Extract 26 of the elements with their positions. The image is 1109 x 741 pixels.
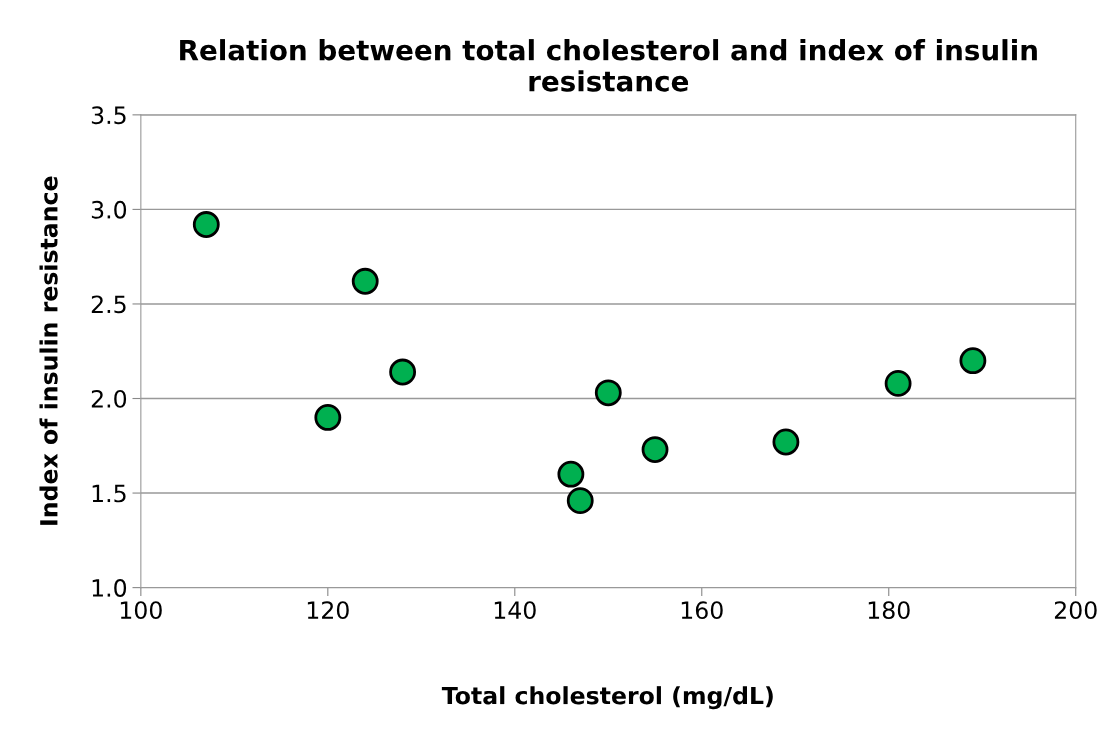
x-tick-label: 160 bbox=[681, 601, 723, 620]
y-tick-label: 1.5 bbox=[92, 484, 126, 503]
point bbox=[314, 404, 342, 431]
x-tick-label: 140 bbox=[494, 601, 536, 620]
point bbox=[594, 379, 622, 407]
x-tick-label: 100 bbox=[120, 601, 162, 620]
point bbox=[772, 428, 800, 456]
x-axis-title: Total cholesterol (mg/dL) bbox=[441, 686, 773, 710]
point bbox=[641, 436, 669, 463]
y-axis-title: Index of insulin resistance bbox=[39, 176, 58, 525]
x-tick-label: 180 bbox=[868, 601, 910, 620]
point bbox=[389, 358, 417, 386]
y-tick-label: 3.5 bbox=[91, 106, 126, 125]
x-tick-label: 120 bbox=[307, 601, 349, 620]
y-tick-label: 2.0 bbox=[91, 389, 127, 408]
point bbox=[566, 487, 594, 515]
y-tick-label: 3.0 bbox=[91, 200, 127, 219]
point bbox=[884, 369, 912, 397]
point bbox=[959, 347, 987, 375]
y-tick-label: 2.5 bbox=[91, 295, 126, 314]
point bbox=[192, 211, 220, 238]
point bbox=[557, 460, 585, 488]
chart-title: Relation between total cholesterol and index of insulin resistance bbox=[180, 39, 1037, 92]
point bbox=[351, 267, 379, 295]
y-tick-label: 1.0 bbox=[92, 579, 127, 597]
x-tick-label: 200 bbox=[1054, 601, 1097, 620]
